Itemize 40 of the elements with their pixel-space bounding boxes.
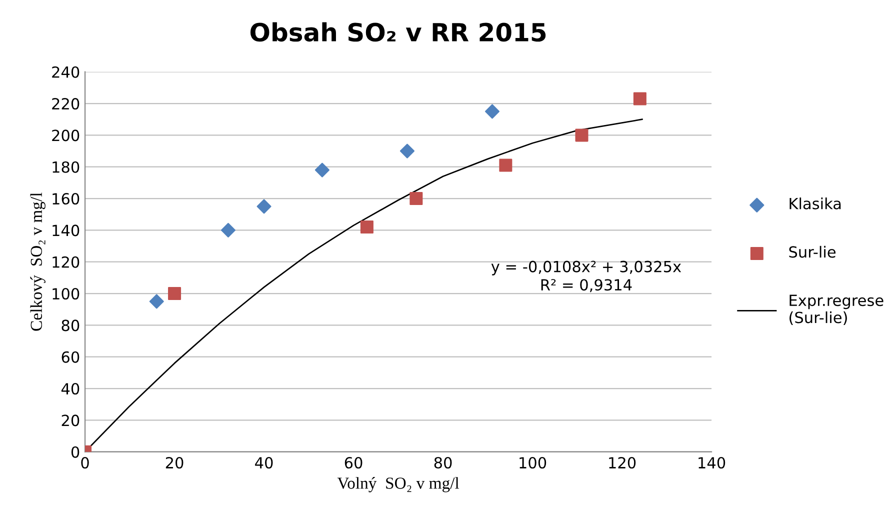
point [360, 220, 374, 234]
y-tick-label: 140 [52, 224, 80, 236]
point [575, 128, 588, 142]
y-tick-label: 40 [61, 382, 80, 395]
x-tick-label: 40 [255, 456, 273, 469]
x-tick-label: 60 [344, 456, 362, 469]
y-axis-title: Celkový SO₂ v mg/l [30, 192, 46, 331]
point [633, 92, 646, 106]
point [499, 158, 512, 172]
x-tick-label: 20 [166, 456, 184, 469]
point [256, 199, 272, 214]
y-tick-label: 20 [62, 414, 80, 426]
x-tick-label: 80 [434, 456, 452, 469]
x-axis-title: Volný SO₂ v mg/l [337, 477, 460, 492]
legend-label: Sur-lie [789, 246, 836, 258]
y-tick-label: 180 [52, 161, 80, 173]
y-tick-label: 220 [52, 98, 80, 110]
point [314, 162, 330, 178]
chart-title: Obsah SO₂ v RR 2015 [250, 22, 546, 42]
y-tick-label: 80 [62, 320, 80, 332]
point [149, 294, 164, 309]
point [410, 192, 423, 206]
x-tick-label: 100 [520, 456, 546, 469]
y-tick-label: 120 [52, 256, 80, 268]
y-tick-label: 240 [52, 66, 80, 78]
y-tick-label: 160 [52, 192, 80, 205]
point [220, 222, 236, 238]
annotation: y = -0,0108x² + 3,0325x R² = 0,9314 [491, 260, 682, 292]
legend-label: Klasika [790, 198, 841, 210]
y-tick-label: 200 [52, 130, 80, 142]
point [400, 144, 415, 158]
y-tick-label: 0 [71, 446, 80, 458]
y-tick-label: 100 [52, 288, 80, 300]
y-tick-label: 60 [62, 351, 80, 363]
x-tick-label: 140 [698, 456, 726, 469]
legend-label: Expr.regrese (Sur-lie) [790, 294, 884, 326]
x-tick-label: 0 [81, 456, 89, 469]
point [484, 104, 500, 119]
x-tick-label: 120 [609, 456, 636, 469]
point [168, 287, 182, 300]
